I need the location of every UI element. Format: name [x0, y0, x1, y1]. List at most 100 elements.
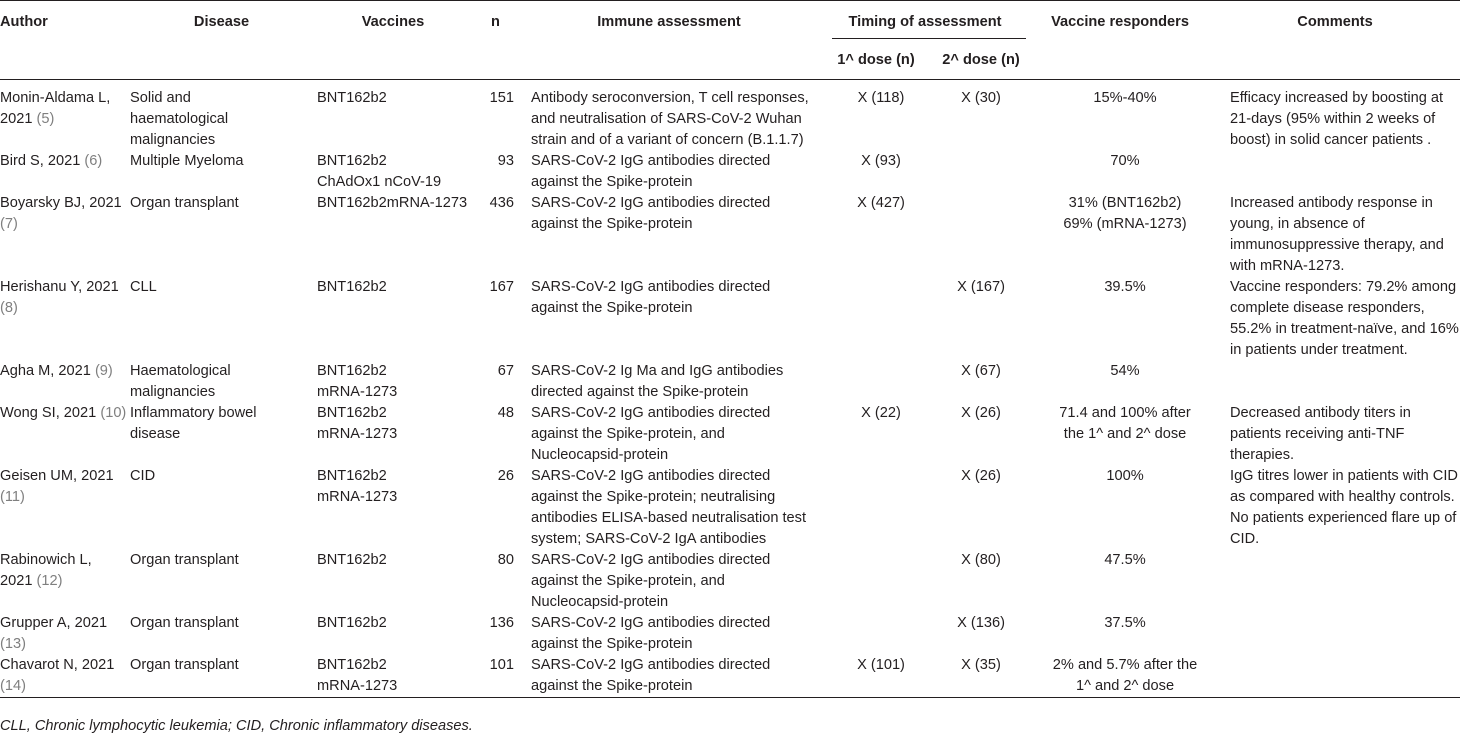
reference-link[interactable]: (8)	[0, 300, 18, 316]
vaccine-line1: BNT162b2	[317, 615, 387, 631]
vaccine-line2: mRNA-1273	[317, 678, 398, 694]
reference-link[interactable]: (14)	[0, 678, 26, 694]
table-row: Boyarsky BJ, 2021 (7) Organ transplant BNT1…	[0, 193, 1460, 277]
responders-line1: 54%	[1110, 363, 1140, 379]
vaccine-line2: mRNA-1273	[317, 426, 398, 442]
cell-vaccine-responders: 47.5%	[1030, 550, 1210, 613]
cell-vaccine-responders: 100%	[1030, 466, 1210, 550]
responders-line2: 1^ and 2^ dose	[1075, 678, 1175, 694]
cell-dose2: X (26)	[961, 405, 1001, 421]
cell-vaccines: BNT162b2 mRNA-1273	[313, 655, 473, 698]
cell-vaccines: BNT162b2	[313, 80, 473, 152]
cell-immune-assessment: SARS-CoV-2 Ig Ma and IgG antibodies dire…	[531, 363, 784, 400]
cell-dose1: X (93)	[861, 153, 901, 169]
table-row: Wong SI, 2021 (10) Inflammatory bowel dis…	[0, 403, 1460, 466]
cell-disease: Organ transplant	[130, 615, 239, 631]
reference-link[interactable]: (7)	[0, 216, 18, 232]
vaccine-line1: BNT162b2	[317, 153, 387, 169]
reference-link[interactable]: (9)	[94, 363, 113, 379]
responders-line2: 69% (mRNA-1273)	[1063, 216, 1187, 232]
cell-n: 436	[489, 195, 514, 211]
cell-disease: Solid and haematological malignancies	[130, 90, 229, 148]
reference-link[interactable]: (6)	[84, 153, 103, 169]
cell-vaccines: BNT162b2 ChAdOx1 nCoV-19	[313, 151, 473, 193]
cell-dose1	[820, 550, 932, 613]
cell-dose2: X (67)	[961, 363, 1001, 379]
cell-dose1: X (22)	[861, 405, 901, 421]
reference-link[interactable]: (10)	[100, 405, 127, 421]
col-header-comments: Comments	[1297, 14, 1373, 30]
cell-author: Rabinowich L, 2021 (12)	[0, 550, 130, 613]
cell-dose2: X (136)	[957, 615, 1005, 631]
responders-line1: 31% (BNT162b2)	[1068, 195, 1182, 211]
cell-dose2: X (30)	[961, 90, 1001, 106]
cell-comments	[1210, 613, 1460, 655]
vaccine-line1: BNT162b2	[317, 405, 387, 421]
cell-immune-assessment: SARS-CoV-2 IgG antibodies directed again…	[531, 153, 771, 190]
reference-link[interactable]: (13)	[0, 636, 26, 652]
cell-vaccine-responders: 70%	[1030, 151, 1210, 193]
cell-immune-assessment: SARS-CoV-2 IgG antibodies directed again…	[531, 279, 771, 316]
reference-link[interactable]: (11)	[0, 489, 25, 505]
cell-disease: Organ transplant	[130, 195, 239, 211]
table-row: Geisen UM, 2021 (11) CID BNT162b2 mRNA-1273 2…	[0, 466, 1460, 550]
vaccine-line1: BNT162b2	[317, 552, 387, 568]
cell-comments: Vaccine responders: 79.2% among complete…	[1230, 279, 1459, 358]
cell-disease: Inflammatory bowel disease	[130, 405, 257, 442]
cell-disease: Haematological malignancies	[130, 363, 231, 400]
cell-immune-assessment: SARS-CoV-2 IgG antibodies directed again…	[531, 468, 807, 547]
responders-line1: 39.5%	[1104, 279, 1146, 295]
reference-link[interactable]: (12)	[36, 573, 63, 589]
table-row: Chavarot N, 2021 (14) Organ transplant BNT1…	[0, 655, 1460, 698]
cell-dose1	[820, 613, 932, 655]
cell-author: Chavarot N, 2021 (14)	[0, 655, 130, 698]
cell-disease: CLL	[130, 279, 157, 295]
cell-immune-assessment: SARS-CoV-2 IgG antibodies directed again…	[531, 195, 771, 232]
responders-line1: 15%-40%	[1093, 90, 1157, 106]
cell-vaccine-responders: 31% (BNT162b2) 69% (mRNA-1273)	[1030, 193, 1210, 277]
cell-author: Monin-Aldama L, 2021 (5)	[0, 80, 130, 152]
reference-link[interactable]: (5)	[36, 111, 55, 127]
cell-vaccines: BNT162b2 mRNA-1273	[313, 403, 473, 466]
timing-label: Timing of assessment	[848, 14, 1002, 30]
responders-line1: 37.5%	[1104, 615, 1146, 631]
cell-dose2	[932, 151, 1030, 193]
cell-immune-assessment: SARS-CoV-2 IgG antibodies directed again…	[531, 405, 771, 463]
author-line1: Wong SI, 2021	[0, 405, 101, 421]
col-header-n: n	[491, 14, 500, 30]
cell-n: 80	[497, 552, 514, 568]
cell-comments: Efficacy increased by boosting at 21-day…	[1230, 90, 1444, 148]
author-line1: Rabinowich L,	[0, 552, 92, 568]
vaccine-line1: BNT162b2	[317, 657, 387, 673]
table-body: Monin-Aldama L, 2021 (5) Solid and haemato…	[0, 80, 1460, 698]
cell-dose2	[932, 193, 1030, 277]
cell-dose2: X (80)	[961, 552, 1001, 568]
cell-dose2: X (167)	[957, 279, 1005, 295]
cell-vaccines: BNT162b2	[313, 550, 473, 613]
cell-n: 136	[489, 615, 514, 631]
cell-vaccine-responders: 2% and 5.7% after the 1^ and 2^ dose	[1030, 655, 1210, 698]
cell-vaccines: BNT162b2 mRNA-1273	[313, 466, 473, 550]
cell-author: Agha M, 2021 (9)	[0, 361, 130, 403]
cell-dose1: X (101)	[857, 657, 905, 673]
cell-n: 151	[489, 90, 514, 106]
author-line1: Grupper A, 2021	[0, 615, 108, 631]
cell-author: Boyarsky BJ, 2021 (7)	[0, 193, 130, 277]
cell-immune-assessment: SARS-CoV-2 IgG antibodies directed again…	[531, 615, 771, 652]
table-row: Herishanu Y, 2021 (8) CLL BNT162b2 167 SARS-C…	[0, 277, 1460, 361]
cell-immune-assessment: SARS-CoV-2 IgG antibodies directed again…	[531, 552, 771, 610]
cell-dose1: X (427)	[857, 195, 905, 211]
cell-immune-assessment: Antibody seroconversion, T cell response…	[531, 90, 809, 148]
cell-dose1	[820, 277, 932, 361]
responders-line2: the 1^ and 2^ dose	[1063, 426, 1187, 442]
cell-dose2: X (35)	[961, 657, 1001, 673]
vaccine-line2: mRNA-1273	[317, 489, 398, 505]
col-header-timing: Timing of assessment	[820, 1, 1030, 39]
author-line2: 2021	[0, 111, 37, 127]
header-row: Author Disease Vaccines n Immune assessm…	[0, 0, 1460, 39]
vaccine-line1: BNT162b2mRNA-1273	[317, 195, 468, 211]
cell-disease: Multiple Myeloma	[130, 153, 244, 169]
cell-n: 48	[497, 405, 514, 421]
cell-comments: IgG titres lower in patients with CID as…	[1230, 468, 1458, 547]
